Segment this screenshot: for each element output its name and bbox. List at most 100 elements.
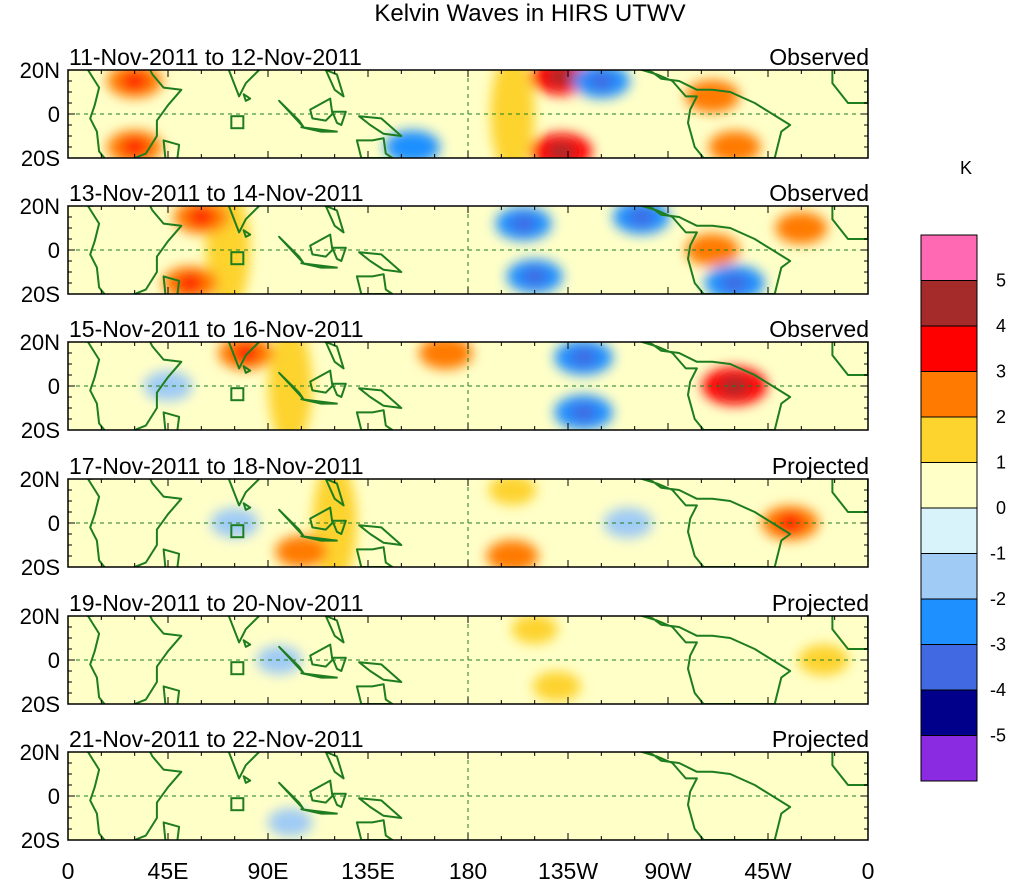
coastline	[300, 808, 338, 815]
colorbar-swatch	[920, 735, 978, 782]
anomaly-core	[177, 274, 203, 292]
x-tick-label: 90W	[644, 858, 692, 884]
coastline	[278, 781, 305, 811]
y-tick-label: 20S	[21, 146, 60, 171]
coastline	[309, 97, 334, 122]
x-tick-label: 45E	[148, 858, 189, 884]
panel-period: 21-Nov-2011 to 22-Nov-2011	[69, 726, 364, 752]
coastline	[300, 126, 338, 133]
coastline	[331, 246, 347, 262]
panels: 20N 0 20S 11-Nov-2011 to 12-Nov-2011 Observe…	[20, 44, 869, 853]
colorbar-level-label: 4	[996, 316, 1006, 336]
coastline	[227, 616, 261, 644]
coastline	[831, 70, 868, 104]
x-tick-label: 180	[449, 858, 487, 884]
coastline	[331, 792, 347, 808]
maldives-box-marker	[230, 387, 245, 402]
anomaly-field	[162, 206, 828, 294]
colorbar-level-label: 3	[996, 362, 1006, 382]
coastline	[355, 137, 394, 158]
panel-status: Projected	[772, 590, 869, 616]
coastline	[831, 479, 868, 513]
x-tick-label: 0	[862, 858, 875, 884]
coastline	[309, 233, 334, 258]
y-tick-label: 20N	[20, 740, 60, 765]
coastline	[227, 206, 261, 234]
coastline	[278, 99, 305, 129]
coastline	[358, 251, 403, 273]
panel-6: 20N 0 20S 21-Nov-2011 to 22-Nov-2011 Project…	[20, 726, 869, 853]
coastline	[355, 683, 394, 704]
colorbar-swatch	[920, 598, 978, 645]
anomaly-core	[433, 344, 458, 362]
coastline	[300, 398, 338, 405]
colorbar-level-label: 0	[996, 498, 1006, 518]
coastline	[87, 342, 183, 430]
y-tick-label: 20N	[20, 604, 60, 629]
maldives-box-marker	[230, 797, 245, 812]
coastline	[355, 409, 394, 430]
anomaly-core	[722, 139, 747, 155]
anomaly-core	[522, 267, 548, 285]
coastline	[358, 797, 403, 819]
colorbar-level-label: -2	[990, 589, 1006, 609]
panel-period: 19-Nov-2011 to 20-Nov-2011	[69, 590, 364, 616]
coastline	[87, 479, 183, 567]
coastline	[242, 93, 252, 102]
anomaly-core	[188, 208, 214, 226]
anomaly-blob	[532, 671, 581, 702]
panel-period: 17-Nov-2011 to 18-Nov-2011	[69, 453, 364, 479]
colorbar-swatch	[920, 416, 978, 463]
coastlines	[87, 752, 868, 840]
y-tick-label: 20S	[21, 692, 60, 717]
panel-status: Observed	[769, 316, 869, 342]
coastline	[309, 506, 334, 531]
x-tick-label: 135W	[538, 858, 598, 884]
coastline	[358, 115, 403, 137]
y-tick-label: 0	[48, 102, 60, 127]
colorbar-level-label: -4	[990, 680, 1006, 700]
coastline	[638, 70, 792, 158]
anomaly-field	[114, 782, 589, 837]
y-tick-label: 20N	[20, 58, 60, 83]
panel-3: 20N 0 20S 15-Nov-2011 to 16-Nov-2011 Observe…	[20, 316, 869, 443]
anomaly-core	[700, 88, 725, 105]
colorbar-swatch	[920, 507, 978, 554]
colorbar-level-label: -3	[990, 635, 1006, 655]
anomaly-blob	[511, 616, 558, 644]
anomaly-blob	[490, 70, 535, 158]
coastline	[358, 661, 403, 683]
anomaly-core	[500, 548, 525, 564]
coastline	[324, 70, 345, 98]
coastline	[331, 382, 347, 398]
y-tick-label: 0	[48, 374, 60, 399]
anomaly-core	[570, 348, 597, 367]
coastline	[331, 110, 347, 126]
coastline	[278, 371, 305, 401]
coastline	[227, 752, 261, 780]
anomaly-blob	[210, 508, 259, 538]
coastline	[300, 535, 338, 542]
x-tick-label: 90E	[248, 858, 289, 884]
colorbar-unit-label: K	[960, 158, 972, 178]
y-tick-label: 0	[48, 784, 60, 809]
y-tick-label: 20S	[21, 282, 60, 307]
coastline	[638, 206, 792, 294]
coastline	[309, 643, 334, 668]
panel-status: Projected	[772, 726, 869, 752]
coastline	[87, 70, 183, 158]
anomaly-blob	[488, 479, 537, 505]
panel-4: 20N 0 20S 17-Nov-2011 to 18-Nov-2011 Project…	[20, 453, 869, 580]
y-tick-label: 20S	[21, 418, 60, 443]
anomaly-core	[122, 138, 148, 156]
anomaly-core	[588, 72, 615, 90]
coastline	[831, 752, 868, 786]
coastline	[638, 342, 792, 430]
x-tick-label: 45W	[744, 858, 792, 884]
anomaly-core	[122, 72, 148, 90]
coastline	[831, 206, 868, 240]
panel-2: 20N 0 20S 13-Nov-2011 to 14-Nov-2011 Observe…	[20, 180, 869, 307]
y-tick-label: 0	[48, 238, 60, 263]
coastlines	[87, 479, 868, 567]
